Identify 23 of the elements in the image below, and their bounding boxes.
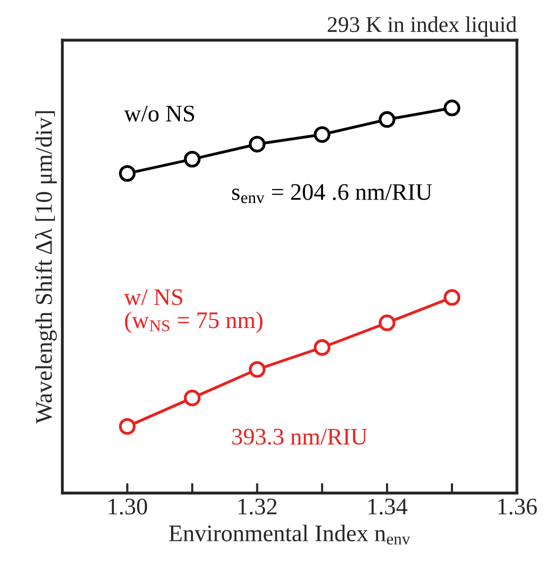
- point: [184, 150, 201, 168]
- point: [118, 165, 136, 182]
- point: [184, 390, 201, 406]
- y-axis-title: Wavelength Shift Δλ [10 μm/div]: [35, 111, 57, 424]
- x-tick-label: 1.34: [368, 498, 408, 515]
- annotation: 393.3 nm/RIU: [232, 428, 368, 445]
- x-tick-label: 1.30: [108, 498, 148, 515]
- x-tick-label: 1.32: [238, 498, 277, 515]
- point: [248, 361, 266, 378]
- point: [314, 339, 330, 356]
- x-tick-label: 1.36: [498, 498, 537, 515]
- point: [444, 100, 460, 116]
- point: [118, 418, 136, 435]
- series-label: w/o NS: [124, 106, 194, 122]
- point: [314, 126, 330, 143]
- chart-title: 293 K in index liquid: [328, 16, 517, 37]
- x-axis-title: Environmental Index n$_{env}$: [169, 524, 410, 545]
- point: [378, 314, 396, 332]
- point: [444, 289, 460, 306]
- series-label: w/ NS (w$_{NS}$ = 75 nm): [124, 289, 262, 333]
- point: [378, 111, 396, 128]
- annotation: s$_{env}$ = 204 .6 nm/RIU: [232, 184, 432, 204]
- point: [248, 136, 266, 152]
